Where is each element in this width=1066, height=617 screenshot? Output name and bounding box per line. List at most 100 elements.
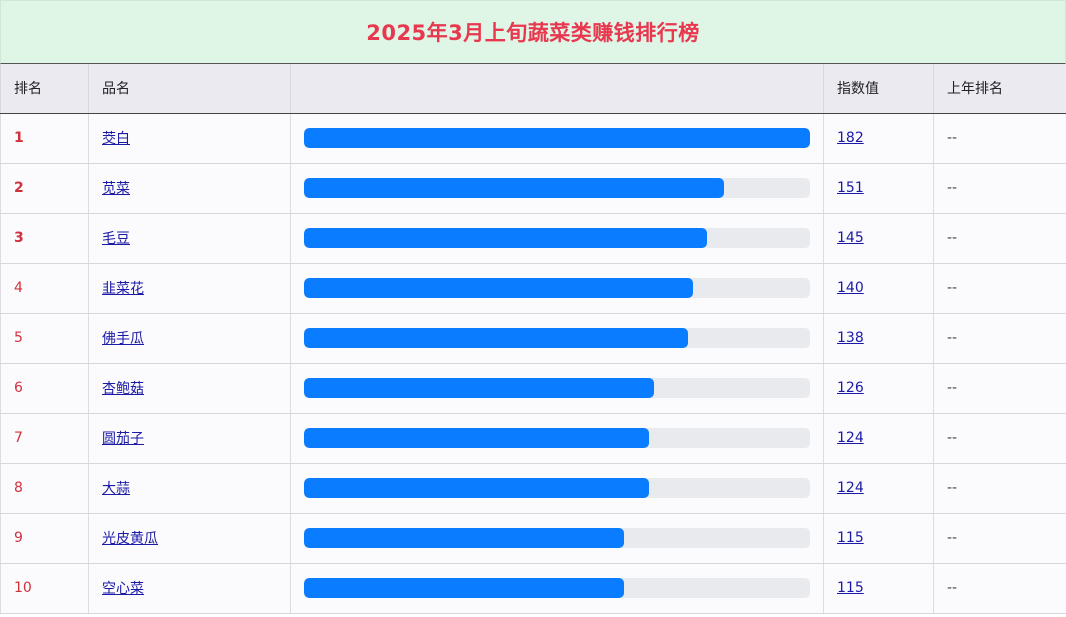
prev-rank-cell: -- — [933, 413, 1066, 464]
index-bar-fill — [304, 578, 624, 598]
table-row: 9 光皮黄瓜 115 -- — [0, 513, 1066, 564]
header-rank: 排名 — [0, 64, 89, 114]
index-cell: 124 — [823, 413, 934, 464]
index-bar-fill — [304, 228, 708, 248]
header-bar — [290, 64, 824, 114]
rank-cell: 4 — [0, 263, 89, 314]
bar-cell — [290, 113, 824, 164]
bar-cell — [290, 313, 824, 364]
header-index: 指数值 — [823, 64, 934, 114]
prev-rank-cell: -- — [933, 513, 1066, 564]
ranking-table: 排名 品名 指数值 上年排名 1 茭白 182 -- 2 苋菜 151 -- 3 毛豆 145 -- 4… — [0, 64, 1066, 614]
product-name-link[interactable]: 韭菜花 — [102, 281, 144, 297]
index-bar-track — [304, 578, 810, 598]
table-row: 3 毛豆 145 -- — [0, 213, 1066, 264]
name-cell: 佛手瓜 — [88, 313, 291, 364]
index-cell: 182 — [823, 113, 934, 164]
rank-cell: 8 — [0, 463, 89, 514]
prev-rank-cell: -- — [933, 113, 1066, 164]
rank-cell: 2 — [0, 163, 89, 214]
table-row: 6 杏鲍菇 126 -- — [0, 363, 1066, 414]
prev-rank-cell: -- — [933, 263, 1066, 314]
name-cell: 杏鲍菇 — [88, 363, 291, 414]
page-title: 2025年3月上旬蔬菜类赚钱排行榜 — [366, 21, 700, 45]
index-bar-fill — [304, 528, 624, 548]
index-bar-fill — [304, 278, 694, 298]
prev-rank-cell: -- — [933, 463, 1066, 514]
index-cell: 140 — [823, 263, 934, 314]
name-cell: 韭菜花 — [88, 263, 291, 314]
index-bar-fill — [304, 478, 649, 498]
bar-cell — [290, 363, 824, 414]
bar-cell — [290, 563, 824, 614]
name-cell: 茭白 — [88, 113, 291, 164]
product-name-link[interactable]: 空心菜 — [102, 581, 144, 597]
index-bar-track — [304, 378, 810, 398]
rank-cell: 10 — [0, 563, 89, 614]
index-value-link[interactable]: 138 — [837, 330, 864, 346]
index-cell: 124 — [823, 463, 934, 514]
index-value-link[interactable]: 115 — [837, 530, 864, 546]
product-name-link[interactable]: 苋菜 — [102, 181, 130, 197]
table-body: 1 茭白 182 -- 2 苋菜 151 -- 3 毛豆 145 -- 4 韭菜花 140 -- 5 佛手瓜 138… — [0, 113, 1066, 614]
prev-rank-cell: -- — [933, 213, 1066, 264]
product-name-link[interactable]: 佛手瓜 — [102, 331, 144, 347]
name-cell: 毛豆 — [88, 213, 291, 264]
bar-cell — [290, 513, 824, 564]
prev-rank-cell: -- — [933, 163, 1066, 214]
index-bar-fill — [304, 378, 655, 398]
product-name-link[interactable]: 茭白 — [102, 131, 130, 147]
table-row: 10 空心菜 115 -- — [0, 563, 1066, 614]
index-bar-track — [304, 228, 810, 248]
index-bar-fill — [304, 328, 688, 348]
index-value-link[interactable]: 151 — [837, 180, 864, 196]
table-row: 8 大蒜 124 -- — [0, 463, 1066, 514]
index-bar-fill — [304, 178, 724, 198]
index-value-link[interactable]: 115 — [837, 580, 864, 596]
bar-cell — [290, 163, 824, 214]
index-cell: 115 — [823, 513, 934, 564]
index-bar-track — [304, 478, 810, 498]
index-cell: 115 — [823, 563, 934, 614]
index-value-link[interactable]: 182 — [837, 130, 864, 146]
product-name-link[interactable]: 杏鲍菇 — [102, 381, 144, 397]
index-bar-track — [304, 328, 810, 348]
index-value-link[interactable]: 124 — [837, 430, 864, 446]
index-value-link[interactable]: 124 — [837, 480, 864, 496]
prev-rank-cell: -- — [933, 563, 1066, 614]
bar-cell — [290, 213, 824, 264]
rank-cell: 3 — [0, 213, 89, 264]
index-cell: 138 — [823, 313, 934, 364]
bar-cell — [290, 263, 824, 314]
table-row: 7 圆茄子 124 -- — [0, 413, 1066, 464]
product-name-link[interactable]: 圆茄子 — [102, 431, 144, 447]
name-cell: 苋菜 — [88, 163, 291, 214]
bar-cell — [290, 413, 824, 464]
index-bar-track — [304, 528, 810, 548]
index-cell: 126 — [823, 363, 934, 414]
index-bar-track — [304, 278, 810, 298]
index-value-link[interactable]: 145 — [837, 230, 864, 246]
name-cell: 光皮黄瓜 — [88, 513, 291, 564]
name-cell: 大蒜 — [88, 463, 291, 514]
index-cell: 145 — [823, 213, 934, 264]
product-name-link[interactable]: 毛豆 — [102, 231, 130, 247]
index-bar-track — [304, 428, 810, 448]
header-name: 品名 — [88, 64, 291, 114]
product-name-link[interactable]: 光皮黄瓜 — [102, 531, 158, 547]
table-row: 5 佛手瓜 138 -- — [0, 313, 1066, 364]
table-header-row: 排名 品名 指数值 上年排名 — [0, 64, 1066, 114]
prev-rank-cell: -- — [933, 363, 1066, 414]
product-name-link[interactable]: 大蒜 — [102, 481, 130, 497]
title-bar: 2025年3月上旬蔬菜类赚钱排行榜 — [0, 0, 1066, 64]
prev-rank-cell: -- — [933, 313, 1066, 364]
index-value-link[interactable]: 140 — [837, 280, 864, 296]
index-bar-track — [304, 178, 810, 198]
bar-cell — [290, 463, 824, 514]
index-value-link[interactable]: 126 — [837, 380, 864, 396]
rank-cell: 7 — [0, 413, 89, 464]
rank-cell: 1 — [0, 113, 89, 164]
header-prev-rank: 上年排名 — [933, 64, 1066, 114]
name-cell: 空心菜 — [88, 563, 291, 614]
